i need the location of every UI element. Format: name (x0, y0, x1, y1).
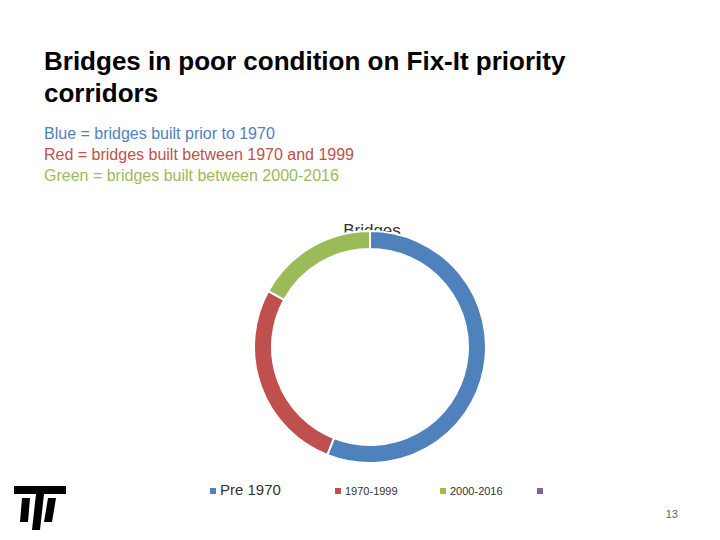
legend: Pre 1970 1970-1999 2000-2016 (210, 481, 543, 498)
legend-label: Pre 1970 (220, 481, 281, 498)
logo-shape (20, 498, 56, 522)
subtitle-line: Green = bridges built between 2000-2016 (44, 167, 339, 184)
legend-label: 1970-1999 (345, 485, 398, 497)
legend-swatch (210, 488, 216, 494)
donut (254, 231, 486, 463)
subtitle-line: Red = bridges built between 1970 and 199… (44, 146, 354, 163)
slice (254, 291, 334, 455)
logo-shape (14, 486, 66, 530)
page-number: 13 (666, 508, 678, 520)
legend-swatch (537, 488, 543, 494)
slide: Bridges in poor condition on Fix-It prio… (0, 0, 720, 540)
logo (14, 486, 66, 530)
legend-label: 2000-2016 (450, 485, 503, 497)
title: Bridges in poor condition on Fix-It prio… (44, 46, 566, 108)
title-line: Bridges in poor condition on Fix-It prio… (44, 46, 566, 76)
legend-swatch (335, 488, 341, 494)
legend-swatch (440, 488, 446, 494)
subtitle-line: Blue = bridges built prior to 1970 (44, 125, 275, 142)
slice (268, 231, 370, 300)
title-line: corridors (44, 78, 158, 108)
slice (327, 231, 486, 463)
slice (369, 231, 371, 249)
